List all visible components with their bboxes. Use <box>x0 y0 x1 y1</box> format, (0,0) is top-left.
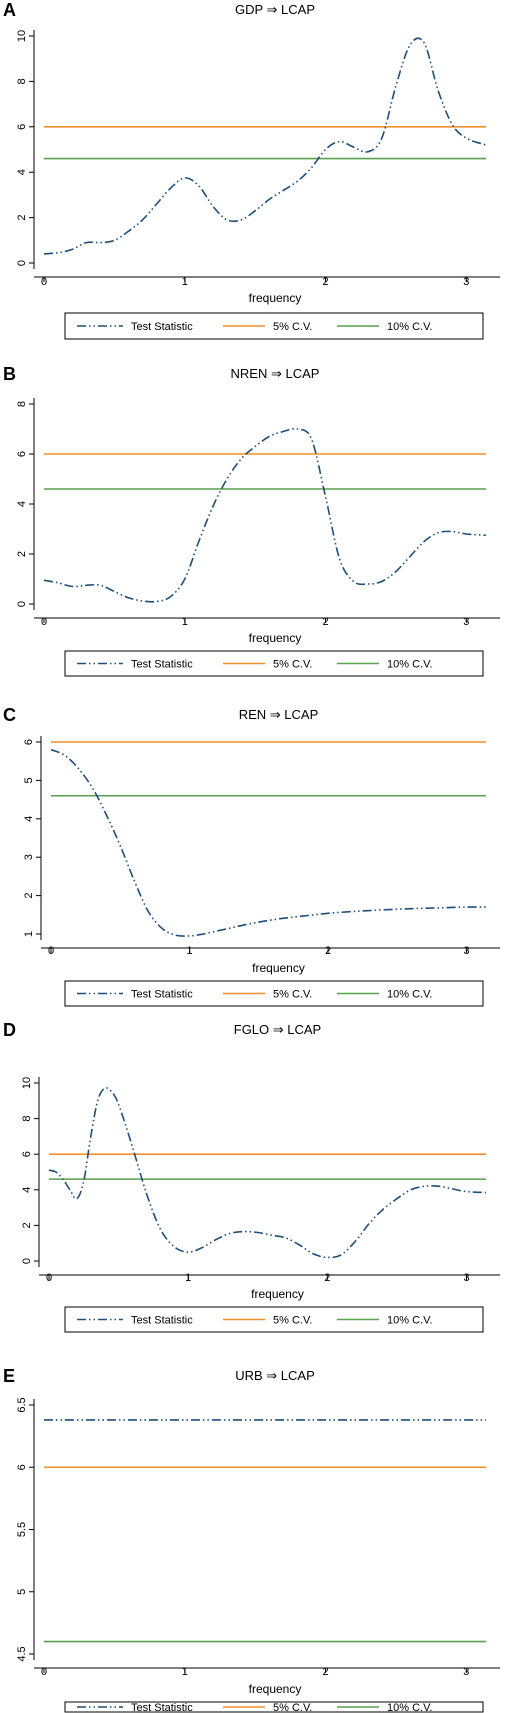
legend-label-test-statistic: Test Statistic <box>131 1702 193 1713</box>
y-tick-label: 2 <box>23 893 35 899</box>
x-axis-label: frequency <box>251 1287 304 1301</box>
legend-label-10cv: 10% C.V. <box>387 1702 432 1713</box>
x-tick-label: 1 <box>186 945 192 957</box>
y-tick-label: 8 <box>21 1116 33 1122</box>
chart-panel-d: D FGLO ⇒ LCAP 0 2 4 6 8 10 0 1 2 3 frequency Test Sta… <box>3 1020 500 1333</box>
legend-box <box>64 980 484 1007</box>
legend-label-10cv: 10% C.V. <box>387 1315 432 1327</box>
legend-label-10cv: 10% C.V. <box>387 321 432 333</box>
y-tick-label: 10 <box>21 1077 33 1089</box>
legend-box <box>64 1306 484 1333</box>
x-tick-label: 3 <box>463 1272 469 1284</box>
panel-letter: A <box>3 0 16 20</box>
legend-label-test-statistic: Test Statistic <box>131 321 193 333</box>
y-tick-label: 8 <box>16 78 28 84</box>
y-tick-label: 0 <box>21 1258 33 1264</box>
y-tick-label: 8 <box>16 401 28 407</box>
y-tick-label: 6 <box>16 1464 28 1470</box>
chart-title: GDP ⇒ LCAP <box>235 2 315 17</box>
legend-label-test-statistic: Test Statistic <box>131 1315 193 1327</box>
y-tick-label: 4.5 <box>16 1646 28 1661</box>
y-tick-label: 2 <box>21 1222 33 1228</box>
y-tick-label: 0 <box>16 260 28 266</box>
legend-box <box>64 1701 484 1713</box>
y-tick-label: 4 <box>16 501 28 507</box>
x-tick-label: 1 <box>185 1272 191 1284</box>
y-tick-label: 2 <box>16 215 28 221</box>
x-tick-label: 1 <box>182 1666 188 1678</box>
legend-label-5cv: 5% C.V. <box>273 321 312 333</box>
panel-letter: D <box>3 1020 16 1040</box>
x-tick-label: 2 <box>324 1272 330 1284</box>
y-tick-label: 4 <box>21 1187 33 1193</box>
x-tick-label: 0 <box>46 1272 52 1284</box>
x-tick-label: 1 <box>182 276 188 288</box>
chart-panel-c: C REN ⇒ LCAP 1 2 3 4 5 6 0 1 2 3 frequency Test Stati… <box>3 705 500 1007</box>
x-tick-label: 3 <box>463 616 469 628</box>
x-axis-label: frequency <box>249 1682 302 1696</box>
chart-panel-a: A GDP ⇒ LCAP 0 2 4 6 8 10 0 1 2 3 frequency Test Stat… <box>3 0 500 340</box>
x-tick-label: 0 <box>41 1666 47 1678</box>
legend-box <box>64 650 484 677</box>
y-tick-label: 6 <box>16 124 28 130</box>
chart-panel-b: B NREN ⇒ LCAP 0 2 4 6 8 0 1 2 3 frequency Test Stati… <box>3 364 500 677</box>
y-tick-label: 5 <box>16 1589 28 1595</box>
y-tick-label: 4 <box>23 816 35 822</box>
x-tick-label: 2 <box>325 945 331 957</box>
y-tick-label: 1 <box>23 931 35 937</box>
x-tick-label: 0 <box>41 616 47 628</box>
panel-letter: C <box>3 705 16 725</box>
y-tick-label: 6 <box>16 451 28 457</box>
test-statistic-line <box>50 748 487 937</box>
x-axis-label: frequency <box>252 961 305 975</box>
panel-letter: E <box>3 1366 15 1386</box>
chart-title: URB ⇒ LCAP <box>235 1368 315 1383</box>
test-statistic-line <box>43 37 487 255</box>
y-tick-label: 3 <box>23 854 35 860</box>
chart-title: REN ⇒ LCAP <box>239 707 319 722</box>
x-tick-label: 1 <box>182 616 188 628</box>
x-tick-label: 2 <box>322 1666 328 1678</box>
x-tick-label: 3 <box>463 276 469 288</box>
chart-panel-e: E URB ⇒ LCAP 4.5 5 5.5 6 6.5 0 1 2 3 frequency Test … <box>3 1366 500 1713</box>
y-tick-label: 6 <box>23 739 35 745</box>
y-tick-label: 10 <box>16 30 28 42</box>
y-tick-label: 4 <box>16 169 28 175</box>
legend-label-5cv: 5% C.V. <box>273 989 312 1001</box>
y-tick-label: 2 <box>16 551 28 557</box>
x-axis-label: frequency <box>249 291 302 305</box>
y-tick-label: 0 <box>16 601 28 607</box>
x-tick-label: 0 <box>48 945 54 957</box>
test-statistic-line <box>43 427 487 603</box>
legend-label-test-statistic: Test Statistic <box>131 659 193 671</box>
chart-title: FGLO ⇒ LCAP <box>234 1022 321 1037</box>
x-tick-label: 2 <box>322 616 328 628</box>
x-tick-label: 3 <box>464 945 470 957</box>
panel-letter: B <box>3 364 16 384</box>
y-tick-label: 6 <box>21 1151 33 1157</box>
test-statistic-line <box>48 1087 487 1259</box>
x-tick-label: 2 <box>322 276 328 288</box>
y-tick-label: 5.5 <box>16 1522 28 1537</box>
legend-label-10cv: 10% C.V. <box>387 989 432 1001</box>
legend-box <box>64 312 484 340</box>
legend-label-5cv: 5% C.V. <box>273 659 312 671</box>
chart-title: NREN ⇒ LCAP <box>231 366 320 381</box>
legend-label-5cv: 5% C.V. <box>273 1315 312 1327</box>
y-tick-label: 6.5 <box>16 1397 28 1412</box>
x-tick-label: 0 <box>41 276 47 288</box>
legend-label-10cv: 10% C.V. <box>387 659 432 671</box>
x-axis-label: frequency <box>249 631 302 645</box>
legend-label-5cv: 5% C.V. <box>273 1702 312 1713</box>
x-tick-label: 3 <box>463 1666 469 1678</box>
legend-label-test-statistic: Test Statistic <box>131 989 193 1001</box>
y-tick-label: 5 <box>23 777 35 783</box>
